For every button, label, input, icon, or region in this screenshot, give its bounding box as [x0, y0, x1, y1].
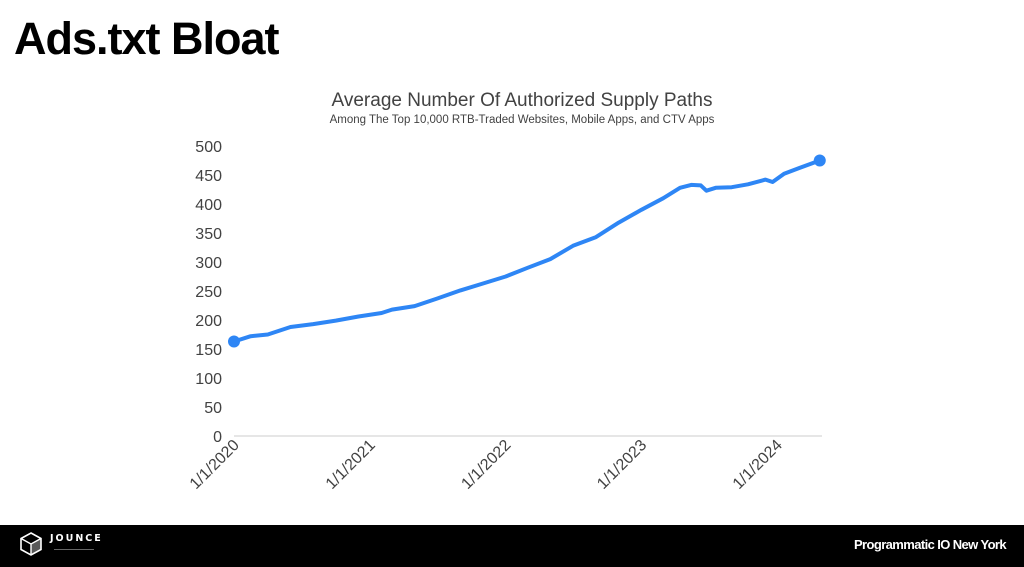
series-line — [232, 158, 822, 344]
series-end-marker — [813, 154, 826, 167]
x-tick-label: 1/1/2023 — [594, 437, 650, 493]
chart-subtitle: Among The Top 10,000 RTB-Traded Websites… — [329, 114, 715, 126]
cube-logo-icon — [20, 532, 42, 556]
chart-title: Average Number Of Authorized Supply Path… — [331, 90, 713, 111]
y-tick-label: 150 — [195, 342, 222, 359]
y-tick-label: 0 — [213, 429, 222, 446]
y-tick-label: 50 — [204, 400, 222, 417]
brand-logo: JOUNCE — [18, 531, 103, 557]
slide-title: Ads.txt Bloat — [14, 13, 280, 64]
x-tick-label: 1/1/2022 — [458, 437, 514, 493]
series-start-marker — [228, 335, 240, 348]
y-tick-label: 300 — [195, 255, 222, 272]
brand-underline — [54, 549, 94, 550]
x-tick-label: 1/1/2024 — [730, 437, 786, 493]
y-tick-label: 400 — [195, 197, 222, 214]
footer-bar: JOUNCE Programmatic IO New York — [0, 525, 1024, 567]
y-tick-label: 100 — [195, 371, 222, 388]
x-tick-label: 1/1/2021 — [323, 437, 379, 493]
brand-name: JOUNCE — [50, 532, 103, 544]
y-tick-label: 450 — [195, 168, 222, 185]
y-tick-label: 200 — [195, 313, 222, 330]
y-tick-label: 250 — [195, 284, 222, 301]
y-tick-label: 500 — [195, 139, 222, 156]
event-name: Programmatic IO New York — [853, 537, 1007, 552]
y-tick-label: 350 — [195, 226, 222, 243]
